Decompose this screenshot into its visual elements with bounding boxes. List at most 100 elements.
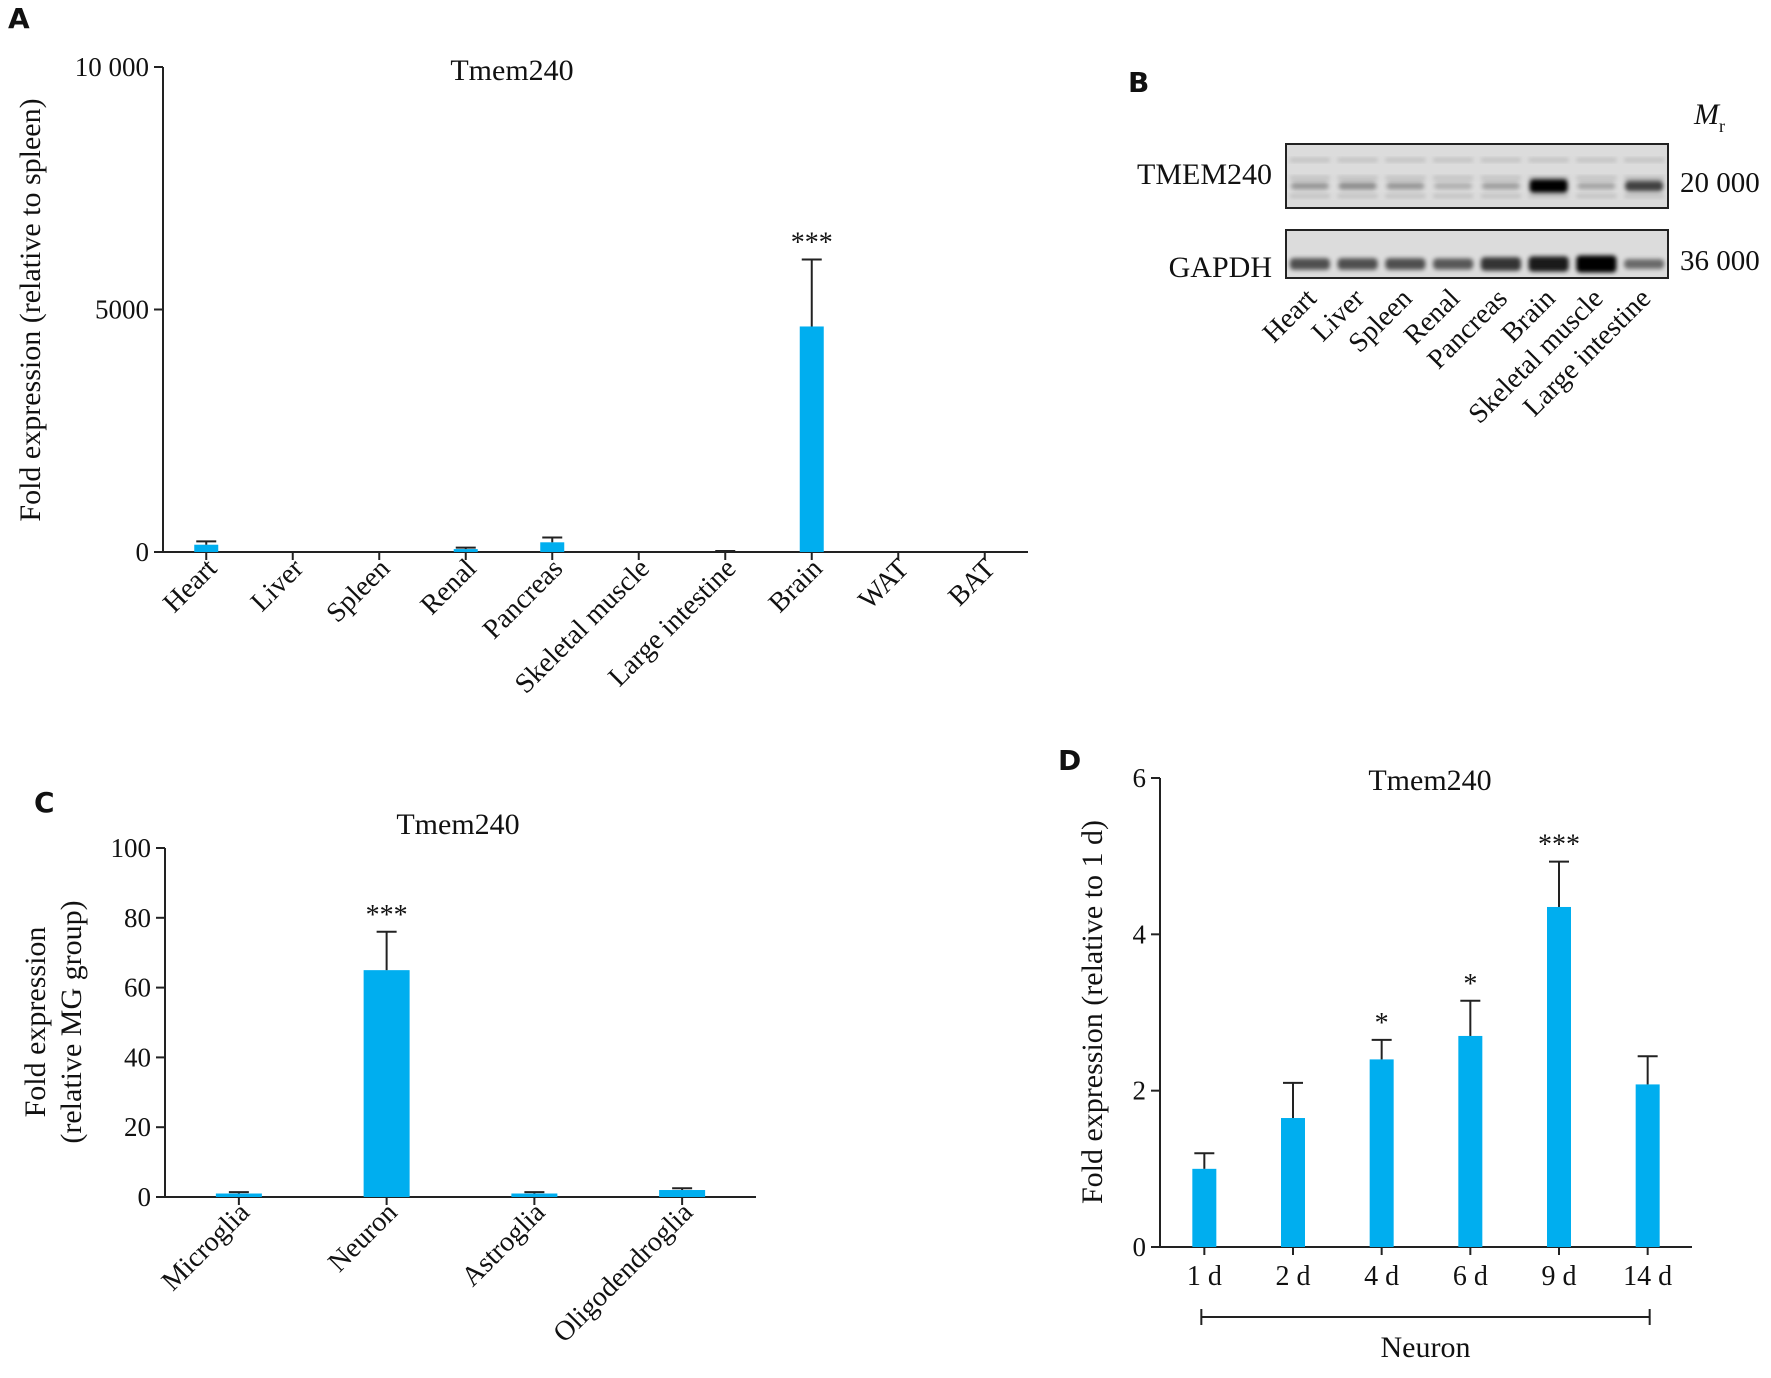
bar-renal bbox=[453, 549, 478, 552]
band-gapdh bbox=[1337, 258, 1378, 270]
blot-background-band bbox=[1337, 176, 1378, 180]
band-tmem240 bbox=[1625, 180, 1664, 192]
x-tick-label: Spleen bbox=[320, 553, 396, 629]
band-tmem240 bbox=[1481, 182, 1520, 190]
y-tick-label: 4 bbox=[1133, 919, 1147, 949]
band-gapdh bbox=[1433, 258, 1474, 270]
blot-lane-label: Heart bbox=[1257, 283, 1323, 349]
x-axis-label: Neuron bbox=[1381, 1331, 1471, 1364]
x-tick-label: BAT bbox=[942, 553, 1001, 612]
y-axis-label: Fold expression (relative to 1 d) bbox=[1076, 820, 1109, 1204]
band-gapdh bbox=[1528, 256, 1569, 272]
blot-background-band bbox=[1385, 194, 1426, 198]
y-axis-label: Fold expression (relative MG group) bbox=[19, 900, 88, 1143]
significance-marker: * bbox=[1463, 969, 1477, 1000]
x-tick-label: Renal bbox=[415, 553, 483, 621]
bar-neuron bbox=[363, 970, 410, 1197]
band-gapdh bbox=[1576, 255, 1617, 273]
y-axis-label: Fold expression (relative to spleen) bbox=[14, 98, 47, 521]
blot-background-band bbox=[1624, 194, 1665, 198]
blot-background-band bbox=[1576, 158, 1617, 162]
band-gapdh bbox=[1624, 259, 1665, 269]
band-tmem240 bbox=[1338, 182, 1377, 190]
band-tmem240 bbox=[1434, 182, 1473, 190]
y-tick-label: 60 bbox=[124, 973, 151, 1003]
y-tick-label: 6 bbox=[1133, 763, 1147, 793]
x-tick-label: 9 d bbox=[1542, 1261, 1577, 1292]
x-tick-label: 14 d bbox=[1623, 1261, 1672, 1292]
bar-brain bbox=[799, 326, 824, 552]
band-gapdh bbox=[1385, 258, 1426, 270]
x-tick-label: WAT bbox=[853, 553, 916, 616]
bar-microglia bbox=[215, 1193, 262, 1197]
band-tmem240 bbox=[1290, 182, 1329, 190]
y-tick-label: 0 bbox=[138, 1182, 152, 1212]
bar-6-d bbox=[1458, 1035, 1483, 1247]
panel-letter-d: D bbox=[1058, 744, 1081, 777]
blot-mw-gapdh: 36 000 bbox=[1680, 245, 1760, 277]
mr-label: Mr bbox=[1693, 98, 1725, 136]
chart-title: Tmem240 bbox=[450, 54, 573, 87]
band-gapdh bbox=[1480, 257, 1521, 271]
bar-pancreas bbox=[540, 542, 565, 552]
x-tick-label: Astroglia bbox=[456, 1197, 552, 1293]
y-tick-label: 40 bbox=[124, 1042, 151, 1072]
blot-background-band bbox=[1576, 194, 1617, 198]
blot-background-band bbox=[1528, 176, 1569, 180]
x-tick-label: Brain bbox=[763, 553, 829, 619]
bar-1-d bbox=[1192, 1168, 1217, 1247]
blot-background-band bbox=[1337, 158, 1378, 162]
band-tmem240 bbox=[1386, 182, 1425, 190]
x-tick-label: Microglia bbox=[156, 1197, 256, 1297]
y-tick-label: 100 bbox=[111, 833, 152, 863]
x-tick-label: 2 d bbox=[1276, 1261, 1311, 1292]
panel-letter-b: B bbox=[1128, 66, 1149, 99]
blot-background-band bbox=[1480, 158, 1521, 162]
bar-heart bbox=[194, 544, 219, 552]
x-tick-label: 6 d bbox=[1453, 1261, 1488, 1292]
bar-oligodendroglia bbox=[659, 1190, 706, 1197]
y-tick-label: 0 bbox=[1133, 1232, 1147, 1262]
y-tick-label: 20 bbox=[124, 1112, 151, 1142]
x-tick-label: 1 d bbox=[1187, 1261, 1222, 1292]
blot-background-band bbox=[1480, 194, 1521, 198]
band-tmem240 bbox=[1529, 179, 1568, 193]
x-tick-label: Neuron bbox=[322, 1197, 403, 1278]
blot-mw-tmem240: 20 000 bbox=[1680, 167, 1760, 199]
western-blot-panel-b: Mr TMEM240 GAPDH 20 000 36 000 HeartLive… bbox=[1137, 98, 1760, 430]
x-tick-label: 4 d bbox=[1364, 1261, 1399, 1292]
bar-4-d bbox=[1369, 1059, 1394, 1247]
blot-lane-labels: HeartLiverSpleenRenalPancreasBrainSkelet… bbox=[1257, 283, 1657, 430]
blot-background-band bbox=[1289, 194, 1330, 198]
y-tick-label: 10 000 bbox=[75, 52, 149, 82]
blot-background-band bbox=[1433, 194, 1474, 198]
bar-9-d bbox=[1547, 906, 1571, 1247]
chart-panel-a: Tmem240 0 5000 10 000 *** Heart Liver Spleen Ren… bbox=[14, 52, 1028, 700]
bar-14-d bbox=[1635, 1084, 1660, 1247]
blot-background-band bbox=[1289, 158, 1330, 162]
x-tick-label: Heart bbox=[157, 553, 223, 619]
blot-background-band bbox=[1528, 158, 1569, 162]
blot-background-band bbox=[1289, 176, 1330, 180]
chart-title: Tmem240 bbox=[396, 808, 519, 841]
blot-background-band bbox=[1385, 176, 1426, 180]
blot-background-band bbox=[1624, 176, 1665, 180]
y-tick-label: 0 bbox=[136, 537, 150, 567]
blot-background-band bbox=[1528, 194, 1569, 198]
bar-2-d bbox=[1281, 1118, 1305, 1247]
panel-letter-a: A bbox=[8, 2, 30, 35]
blot-background-band bbox=[1624, 158, 1665, 162]
x-tick-label: Oligodendroglia bbox=[547, 1197, 699, 1349]
blot-bands bbox=[1289, 158, 1665, 273]
blot-background-band bbox=[1433, 158, 1474, 162]
blot-background-band bbox=[1433, 176, 1474, 180]
y-tick-label: 2 bbox=[1133, 1076, 1147, 1106]
blot-row-label-gapdh: GAPDH bbox=[1169, 251, 1272, 284]
blot-background-band bbox=[1480, 176, 1521, 180]
y-tick-label: 5000 bbox=[95, 295, 149, 325]
band-gapdh bbox=[1289, 258, 1330, 270]
blot-row-label-tmem240: TMEM240 bbox=[1137, 158, 1272, 191]
panel-letter-c: C bbox=[34, 786, 55, 819]
